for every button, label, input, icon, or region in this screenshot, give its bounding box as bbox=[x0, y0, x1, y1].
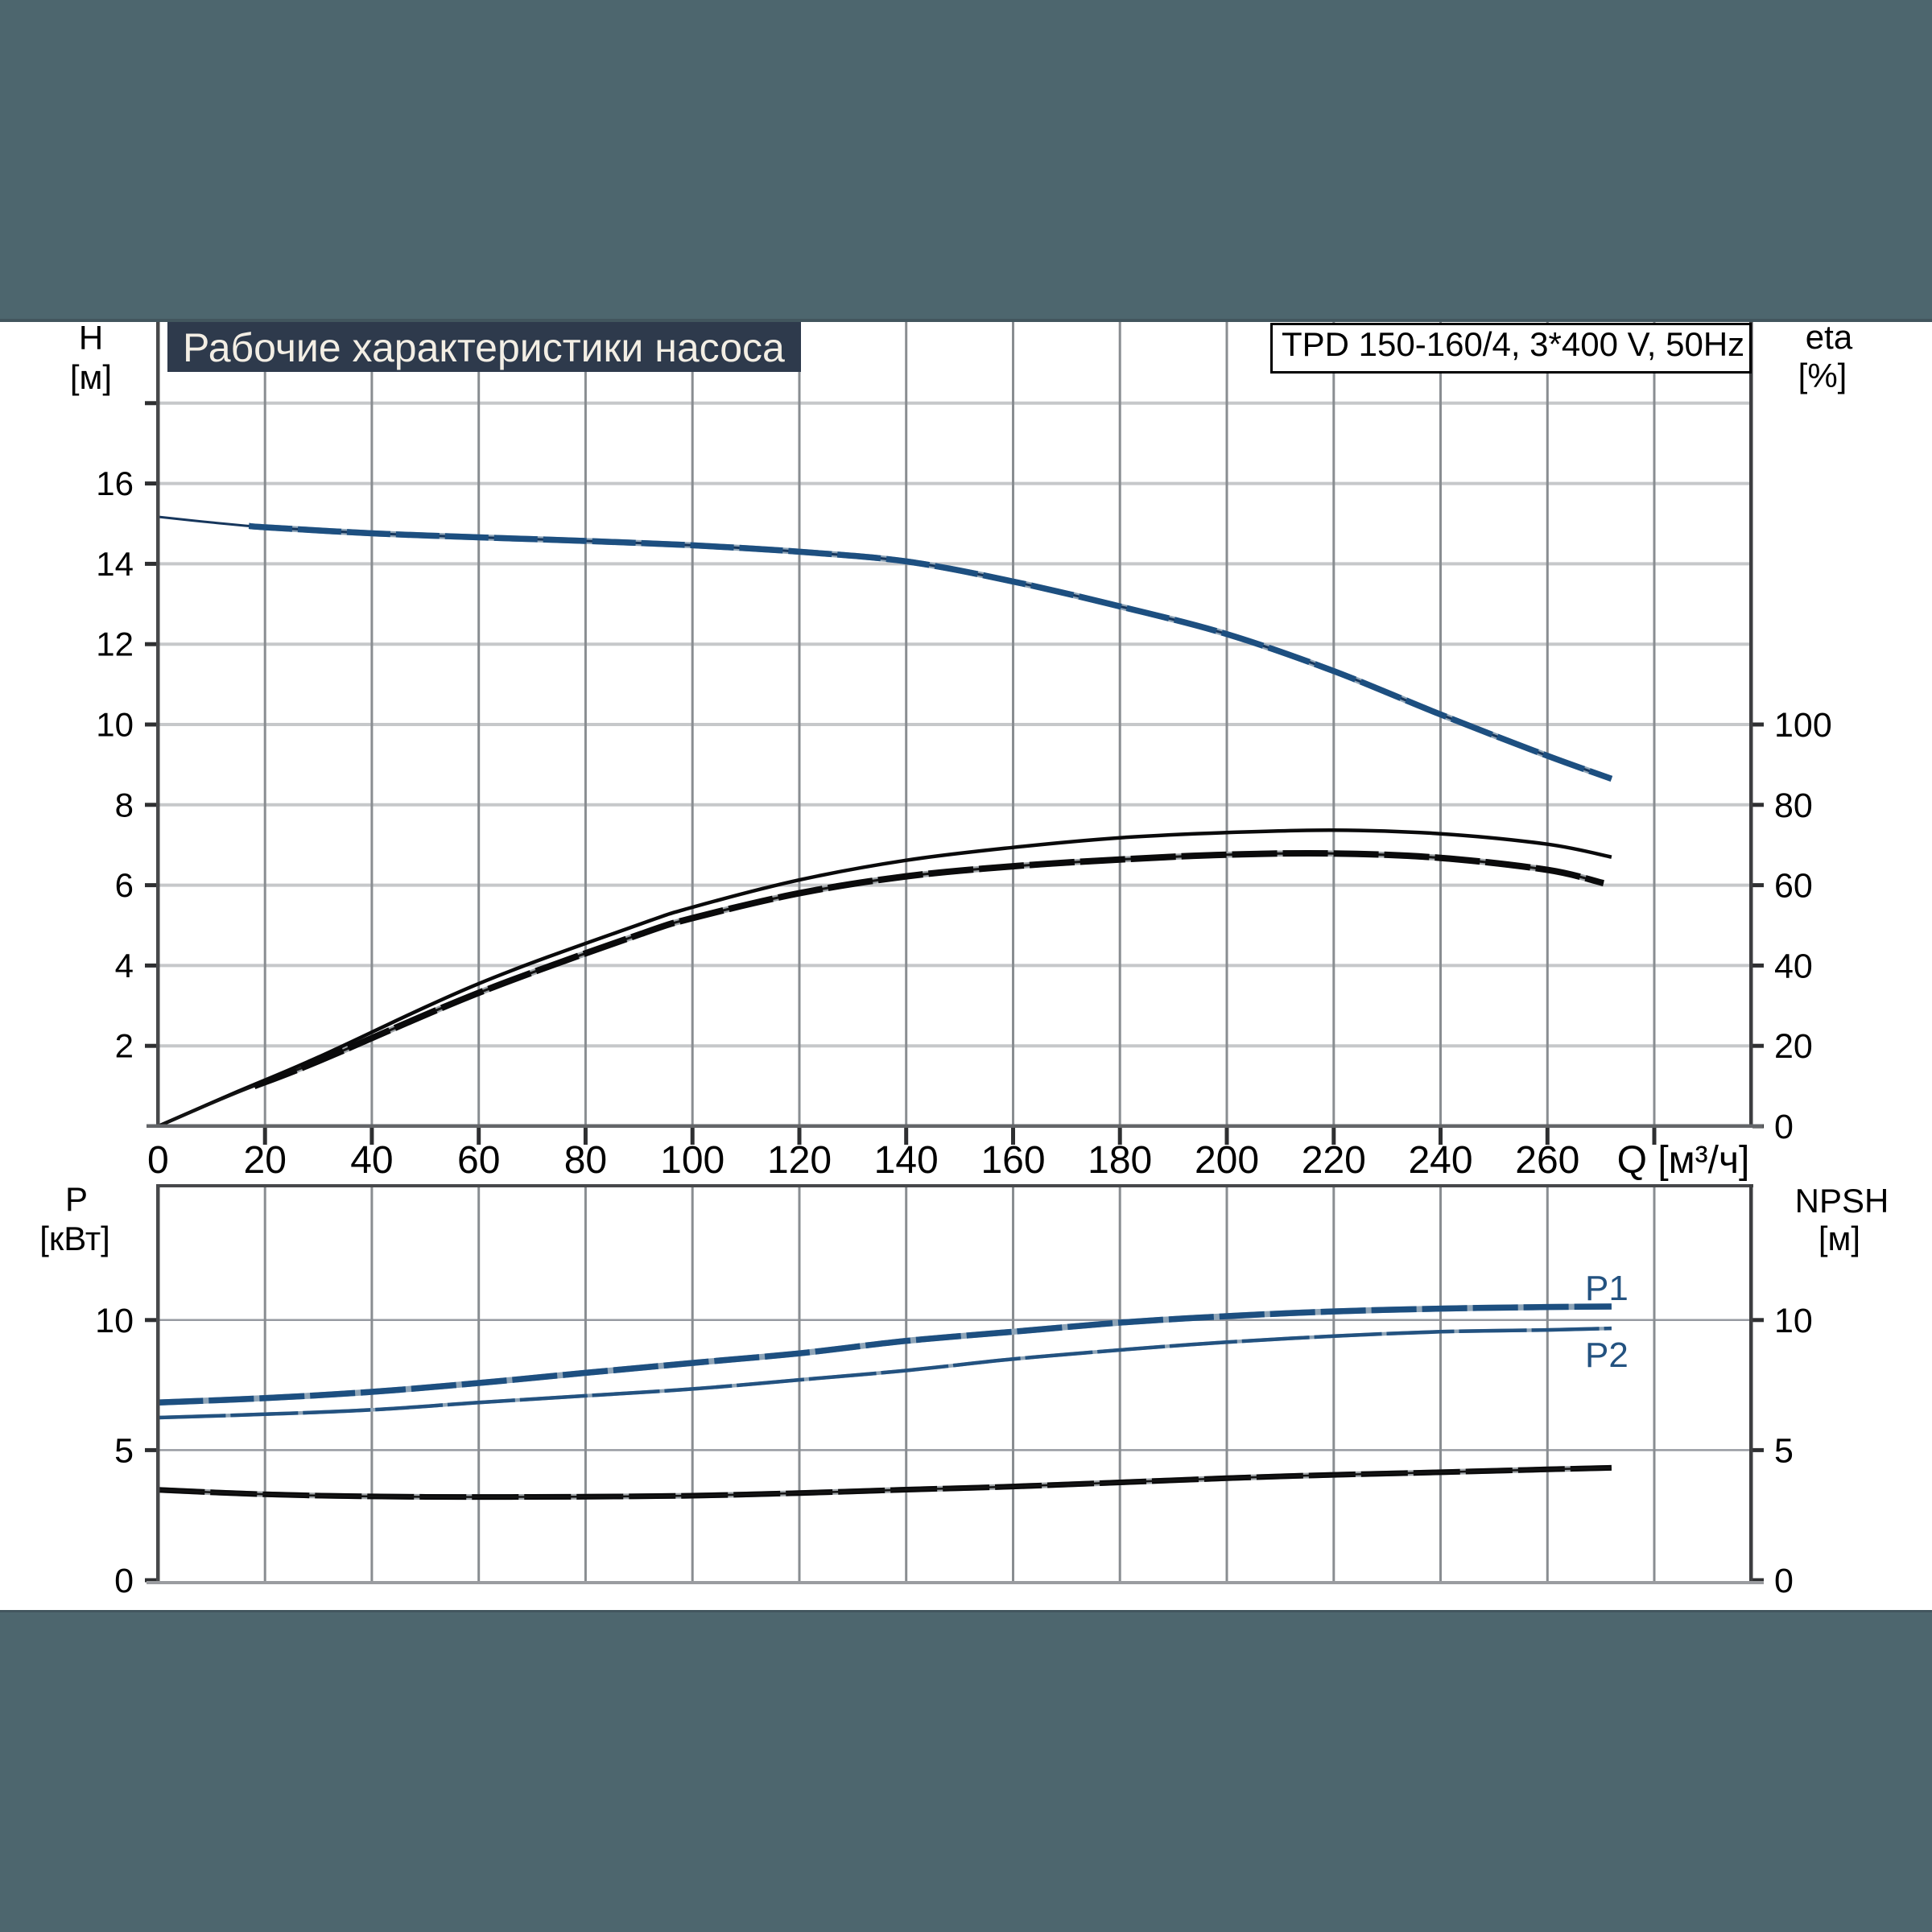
svg-text:2: 2 bbox=[115, 1027, 134, 1065]
svg-text:6: 6 bbox=[115, 866, 134, 904]
svg-text:40: 40 bbox=[350, 1139, 393, 1182]
svg-text:16: 16 bbox=[96, 464, 134, 502]
svg-text:10: 10 bbox=[1774, 1302, 1813, 1340]
svg-text:5: 5 bbox=[114, 1431, 134, 1470]
svg-text:0: 0 bbox=[1774, 1562, 1794, 1600]
svg-text:P: P bbox=[65, 1180, 88, 1218]
svg-text:[м]: [м] bbox=[1818, 1220, 1860, 1257]
svg-text:180: 180 bbox=[1088, 1139, 1152, 1182]
svg-text:100: 100 bbox=[660, 1139, 724, 1182]
svg-text:260: 260 bbox=[1515, 1139, 1579, 1182]
svg-text:100: 100 bbox=[1774, 706, 1832, 745]
svg-text:60: 60 bbox=[1774, 867, 1813, 906]
svg-text:TPD 150-160/4, 3*400 V, 50Hz: TPD 150-160/4, 3*400 V, 50Hz bbox=[1282, 325, 1744, 363]
svg-text:80: 80 bbox=[1774, 786, 1813, 825]
svg-text:Рабочие характеристики насоса: Рабочие характеристики насоса bbox=[183, 325, 785, 370]
svg-text:20: 20 bbox=[244, 1139, 287, 1182]
svg-text:220: 220 bbox=[1302, 1139, 1366, 1182]
svg-text:4: 4 bbox=[115, 947, 134, 985]
svg-text:Q [м³/ч]: Q [м³/ч] bbox=[1617, 1139, 1750, 1182]
svg-text:120: 120 bbox=[767, 1139, 832, 1182]
svg-text:NPSH: NPSH bbox=[1795, 1182, 1889, 1220]
svg-text:0: 0 bbox=[114, 1562, 134, 1600]
svg-text:160: 160 bbox=[980, 1139, 1045, 1182]
svg-text:[кВт]: [кВт] bbox=[39, 1220, 110, 1257]
svg-text:P2: P2 bbox=[1585, 1335, 1629, 1375]
svg-text:12: 12 bbox=[96, 625, 134, 663]
svg-text:10: 10 bbox=[96, 706, 134, 744]
svg-text:20: 20 bbox=[1774, 1027, 1813, 1066]
svg-text:[м]: [м] bbox=[70, 358, 112, 396]
svg-text:0: 0 bbox=[1774, 1108, 1794, 1146]
svg-text:10: 10 bbox=[95, 1302, 134, 1340]
svg-text:14: 14 bbox=[96, 545, 134, 583]
svg-text:0: 0 bbox=[147, 1139, 169, 1182]
svg-text:[%]: [%] bbox=[1798, 357, 1847, 394]
svg-text:200: 200 bbox=[1195, 1139, 1259, 1182]
svg-text:40: 40 bbox=[1774, 947, 1813, 985]
svg-text:eta: eta bbox=[1806, 318, 1853, 356]
svg-text:P1: P1 bbox=[1585, 1269, 1629, 1308]
svg-text:H: H bbox=[79, 319, 103, 357]
svg-text:60: 60 bbox=[457, 1139, 500, 1182]
svg-text:5: 5 bbox=[1774, 1431, 1794, 1470]
svg-text:140: 140 bbox=[874, 1139, 939, 1182]
svg-text:8: 8 bbox=[115, 786, 134, 824]
svg-text:80: 80 bbox=[564, 1139, 607, 1182]
svg-text:240: 240 bbox=[1408, 1139, 1472, 1182]
